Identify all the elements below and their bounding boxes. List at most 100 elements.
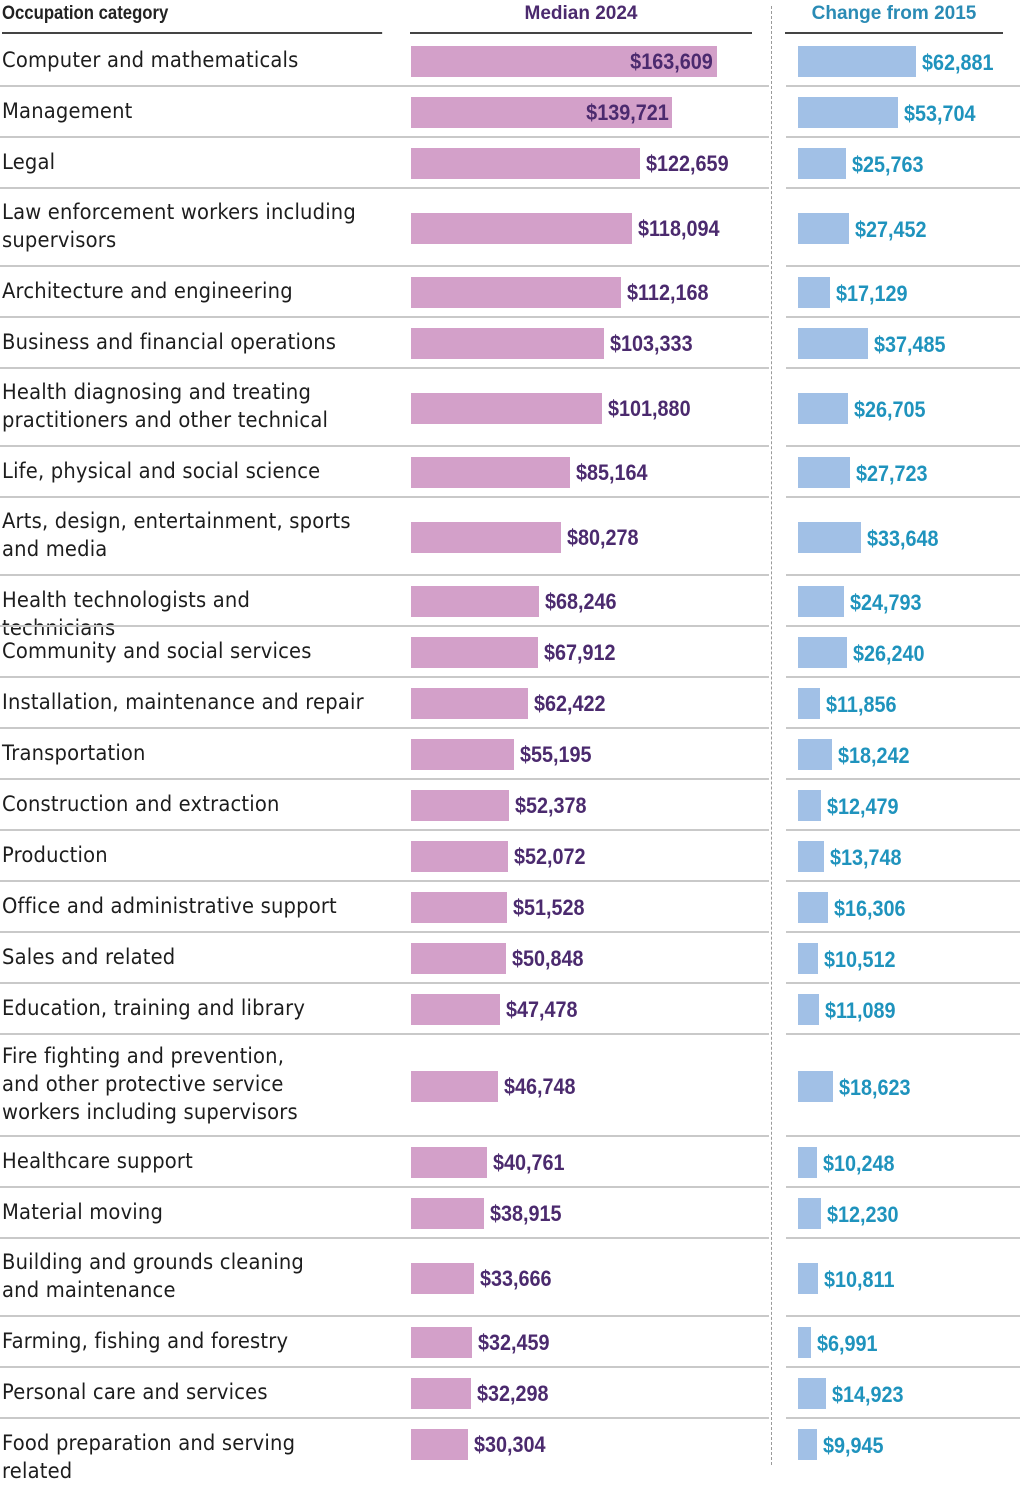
row-divider: [786, 1135, 1020, 1137]
change-value-label: $37,485: [874, 332, 946, 357]
row-divider: [786, 187, 1020, 189]
row-divider: [0, 1366, 769, 1368]
category-label: Business and financial operations: [2, 328, 369, 356]
median-value-label: $52,072: [514, 844, 586, 869]
category-label-line: Installation, maintenance and repair: [2, 689, 364, 714]
category-label: Sales and related: [2, 943, 369, 971]
row-divider: [0, 931, 769, 933]
change-value-label: $17,129: [836, 281, 908, 306]
median-value-label: $50,848: [512, 946, 584, 971]
median-bar: [411, 1198, 484, 1229]
table-row: Education, training and library $47,478 $1…: [0, 983, 1020, 1035]
median-bar: [411, 212, 632, 244]
change-bar: [798, 277, 831, 308]
row-divider: [0, 574, 769, 576]
category-label: Computer and mathematicals: [2, 46, 369, 74]
category-label: Life, physical and social science: [2, 457, 369, 485]
change-bar: [798, 521, 861, 553]
table-row: Material moving $38,915 $12,230: [0, 1187, 1020, 1239]
change-value-label: $33,648: [866, 525, 939, 551]
table-row: Farming, fishing and forestry $32,459 $6,9…: [0, 1316, 1020, 1368]
median-bar: [411, 277, 621, 308]
median-value-label: $33,666: [479, 1265, 552, 1291]
change-value-label: $18,242: [838, 743, 910, 768]
change-value-label: $25,763: [852, 152, 924, 177]
change-value-label: $14,923: [831, 1382, 904, 1407]
change-value-label: $12,230: [826, 1202, 899, 1227]
median-bar: [411, 457, 571, 488]
table-row: Health technologists and technicians $68,…: [0, 575, 1020, 640]
change-value-label: $11,856: [826, 692, 897, 717]
category-label-line: Transportation: [2, 740, 146, 765]
category-label-line: Life, physical and social science: [2, 458, 321, 483]
category-label: Transportation: [2, 739, 369, 767]
median-value-label: $67,912: [544, 640, 616, 665]
category-label-line: and maintenance: [2, 1278, 176, 1302]
change-value-label: $6,991: [817, 1331, 878, 1356]
category-label-line: Arts, design, entertainment, sports: [2, 509, 351, 533]
table-row: Health diagnosing and treating practition…: [0, 368, 1020, 447]
median-value-label: $85,164: [576, 460, 648, 485]
category-label-line: Fire fighting and prevention,: [2, 1044, 285, 1068]
table-row: Food preparation and serving related $30,…: [0, 1418, 1020, 1483]
change-value-label: $10,811: [824, 1266, 895, 1292]
row-divider: [786, 1366, 1020, 1368]
median-value-label: $139,721: [585, 100, 669, 125]
table-row: Transportation $55,195 $18,242: [0, 728, 1020, 780]
median-value-label: $47,478: [505, 997, 578, 1022]
category-label-line: Construction and extraction: [2, 791, 280, 816]
row-divider: [0, 982, 769, 984]
category-label: Building and grounds cleaning and mainten…: [2, 1248, 369, 1304]
change-bar: [798, 1262, 819, 1294]
table-row: Legal $122,659 $25,763: [0, 137, 1020, 189]
table-row: Personal care and services $32,298 $14,923: [0, 1367, 1020, 1419]
category-label-line: Education, training and library: [2, 995, 306, 1020]
change-value-label: $18,623: [838, 1074, 911, 1100]
row-divider: [786, 316, 1020, 318]
table-row: Office and administrative support $51,528…: [0, 881, 1020, 933]
change-bar: [798, 457, 850, 488]
table-row: Construction and extraction $52,378 $12,47…: [0, 779, 1020, 831]
row-divider: [0, 727, 769, 729]
change-value-label: $27,452: [855, 216, 927, 242]
change-value-label: $12,479: [827, 794, 899, 819]
median-value-label: $101,880: [607, 395, 691, 421]
row-divider: [0, 1186, 769, 1188]
change-bar: [798, 688, 821, 719]
table-row: Computer and mathematicals $163,609 $62,88…: [0, 35, 1020, 87]
median-bar: [411, 328, 605, 359]
change-bar: [798, 1198, 821, 1229]
median-bar: [411, 521, 562, 553]
change-bar: [798, 328, 869, 359]
median-value-label: $62,422: [533, 691, 606, 716]
change-bar: [798, 1070, 833, 1102]
change-bar: [798, 212, 850, 244]
median-value-label: $163,609: [630, 49, 713, 74]
median-bar: [411, 1070, 499, 1102]
median-bar: [411, 392, 602, 424]
category-label: Production: [2, 841, 369, 869]
row-divider: [0, 625, 769, 627]
category-label: Health technologists and technicians: [2, 586, 369, 642]
category-label: Law enforcement workers including supervi…: [2, 198, 369, 254]
change-value-label: $16,306: [834, 896, 907, 921]
category-label: Education, training and library: [2, 994, 369, 1022]
median-value-label: $32,459: [477, 1330, 550, 1355]
median-value-label: $52,378: [514, 793, 587, 818]
row-divider: [786, 1186, 1020, 1188]
median-value-label: $80,278: [567, 524, 639, 550]
median-value-label: $112,168: [626, 280, 709, 305]
change-value-label: $11,089: [824, 998, 896, 1023]
category-label: Personal care and services: [2, 1378, 369, 1406]
category-label-line: practitioners and other technical: [2, 408, 329, 432]
table-row: Building and grounds cleaning and mainten…: [0, 1238, 1020, 1317]
median-value-label: $38,915: [489, 1201, 562, 1226]
median-bar: [411, 1327, 472, 1358]
table-row: Installation, maintenance and repair $62,…: [0, 677, 1020, 729]
median-value-label: $118,094: [637, 215, 720, 241]
row-divider: [786, 982, 1020, 984]
change-value-label: $9,945: [822, 1433, 884, 1458]
category-label-line: Farming, fishing and forestry: [2, 1328, 289, 1353]
category-label: Healthcare support: [2, 1147, 369, 1175]
